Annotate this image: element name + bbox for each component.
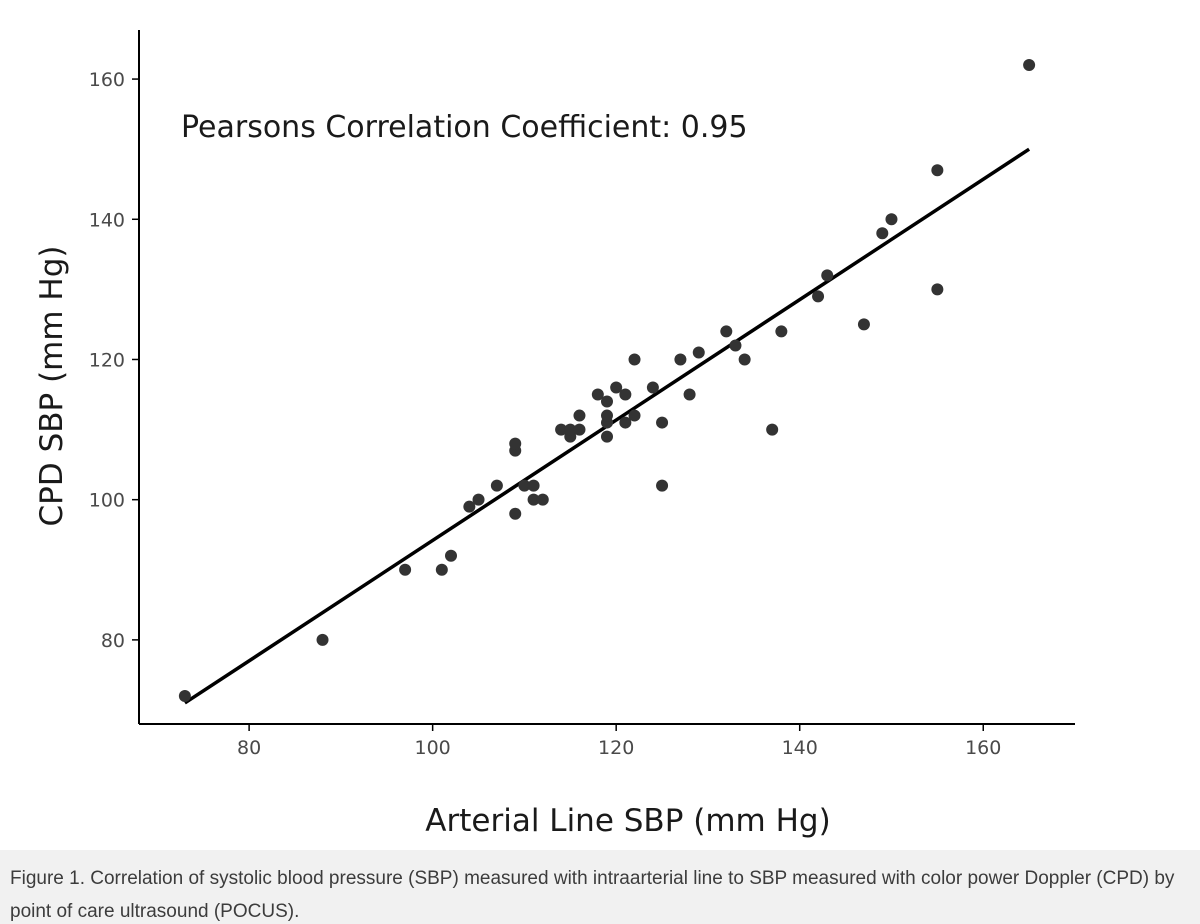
y-tick-label: 120 [89, 349, 125, 371]
figure-caption: Figure 1. Correlation of systolic blood … [10, 868, 1175, 922]
data-point [646, 381, 659, 394]
data-point [720, 325, 733, 338]
data-point [876, 227, 889, 240]
data-point [766, 423, 779, 436]
data-point [738, 353, 751, 366]
data-point [656, 416, 669, 429]
data-point [527, 479, 540, 492]
y-tick-label: 140 [89, 209, 125, 231]
correlation-annotation: Pearsons Correlation Coefficient: 0.95 [181, 110, 748, 145]
data-point [775, 325, 788, 338]
data-point [509, 507, 522, 520]
data-point [573, 409, 586, 422]
data-point [628, 409, 641, 422]
data-point [821, 269, 834, 282]
data-point [564, 423, 577, 436]
y-tick-label: 160 [89, 69, 125, 91]
y-tick-label: 80 [101, 630, 125, 652]
data-point [601, 395, 613, 408]
x-tick-label: 80 [237, 737, 261, 759]
data-point [527, 493, 540, 506]
data-point [435, 563, 448, 576]
data-point [472, 493, 485, 506]
data-point [601, 409, 613, 422]
data-point [931, 164, 944, 177]
figure-panel: 80 100 120 140 160 80 100 120 140 160 Pearsons Co… [34, 30, 1075, 839]
data-point [178, 689, 191, 702]
data-point [445, 549, 457, 562]
y-tick-label: 100 [89, 490, 125, 512]
data-point [610, 381, 623, 394]
data-point [1023, 59, 1036, 72]
data-point [619, 416, 632, 429]
data-point [674, 353, 687, 366]
data-point [399, 563, 412, 576]
x-tick-label: 100 [415, 737, 451, 759]
y-axis-title: CPD SBP (mm Hg) [34, 246, 70, 527]
data-point [857, 318, 870, 331]
data-point [729, 339, 742, 352]
x-tick-label: 120 [598, 737, 634, 759]
x-axis-title: Arterial Line SBP (mm Hg) [425, 803, 830, 839]
axes [138, 30, 1075, 725]
data-point [316, 633, 329, 646]
data-point [931, 283, 944, 296]
x-tick-label: 140 [782, 737, 818, 759]
axis-ticks: 80 100 120 140 160 80 100 120 140 160 [89, 69, 1002, 759]
data-point [463, 500, 476, 513]
scatter-chart: 80 100 120 140 160 80 100 120 140 160 Pearsons Co… [34, 30, 1075, 839]
data-point [812, 290, 825, 303]
data-point [656, 479, 669, 492]
data-point [601, 430, 613, 443]
data-point [885, 213, 898, 226]
data-point [509, 437, 522, 450]
x-tick-label: 160 [965, 737, 1001, 759]
data-point [536, 493, 549, 506]
data-point [683, 388, 696, 401]
data-point [573, 423, 586, 436]
data-point [490, 479, 503, 492]
caption-band: Figure 1. Correlation of systolic blood … [0, 850, 1200, 924]
data-point [518, 479, 531, 492]
data-point [628, 353, 641, 366]
data-point [591, 388, 604, 401]
data-point [692, 346, 705, 359]
data-points [178, 59, 1036, 702]
data-point [555, 423, 568, 436]
data-point [619, 388, 632, 401]
